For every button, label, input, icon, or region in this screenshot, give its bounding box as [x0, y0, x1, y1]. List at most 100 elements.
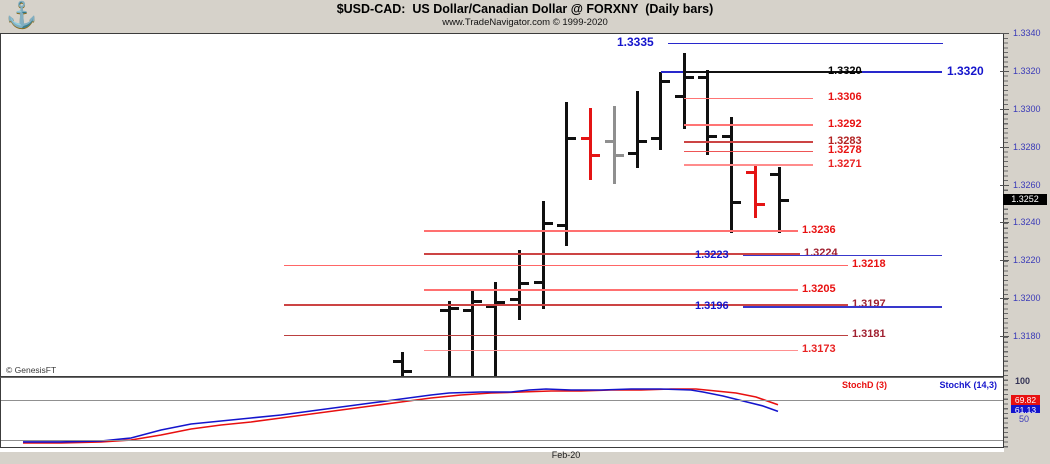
close-tick [496, 301, 505, 305]
price-level-label: 1.3236 [802, 223, 836, 236]
chart-header: ⚓ $USD-CAD: US Dollar/Canadian Dollar @ … [0, 0, 1050, 33]
x-axis-month-label: Feb-20 [551, 450, 581, 460]
axis-price-label: 1.3260 [1013, 179, 1041, 190]
copyright-label: © GenesisFT [6, 365, 57, 375]
open-tick [674, 94, 683, 98]
axis-major-tick [1000, 70, 1009, 72]
open-tick [485, 305, 494, 309]
price-bar [517, 249, 521, 320]
open-tick [697, 76, 706, 80]
price-bar [658, 71, 662, 150]
price-level-label: 1.3224 [804, 246, 838, 259]
open-tick [509, 297, 518, 301]
last-price-badge: 1.3252 [1003, 193, 1047, 205]
price-level-label: 1.3320 [947, 63, 984, 78]
axis-major-tick [1000, 260, 1009, 262]
open-tick [604, 140, 613, 144]
price-level-line [668, 42, 943, 45]
price-bar [541, 200, 545, 309]
price-level-line [284, 304, 848, 306]
genesis-anchor-logo-icon: ⚓ [6, 1, 38, 29]
close-tick [473, 299, 482, 303]
price-level-line [683, 71, 862, 73]
open-tick [745, 170, 754, 174]
stochd-value-badge: 69.82 [1011, 395, 1040, 405]
price-bar [729, 117, 733, 233]
open-tick [721, 134, 730, 138]
axis-major-tick [1000, 298, 1009, 300]
axis-major-tick [1000, 146, 1009, 148]
stochastic-panel[interactable]: StochD (3) StochK (14,3) [0, 377, 1004, 448]
close-tick [450, 307, 459, 311]
price-level-label: 1.3335 [617, 35, 654, 50]
price-axis[interactable]: 1.3252 100 69.82 61.13 50 1.3340 1.3320 1.… [1000, 28, 1050, 448]
price-level-label: 1.3181 [852, 328, 886, 341]
close-tick [685, 76, 694, 80]
price-bar [400, 352, 404, 376]
axis-price-label: 1.3340 [1013, 28, 1041, 38]
axis-major-tick [1000, 222, 1009, 224]
stochk-value-badge: 61.13 [1011, 405, 1040, 413]
price-bar [564, 102, 568, 247]
open-tick [439, 308, 448, 312]
price-level-line [424, 253, 800, 255]
price-level-line [284, 264, 848, 266]
axis-major-tick [1000, 108, 1009, 110]
close-tick [403, 369, 412, 373]
open-tick [627, 151, 636, 155]
price-level-line [684, 141, 813, 143]
axis-price-label: 1.3220 [1013, 255, 1041, 266]
price-level-line [684, 150, 813, 153]
stoch-gridline [1, 400, 1003, 402]
price-level-line [743, 306, 942, 308]
stochk-legend-label: StochK (14,3) [939, 380, 997, 390]
price-level-label: 1.3320 [828, 64, 862, 77]
close-tick [780, 199, 789, 203]
price-level-line [284, 334, 848, 336]
price-bar [635, 90, 639, 169]
price-level-label: 1.3283 [828, 134, 862, 147]
axis-major-tick [1000, 33, 1009, 34]
axis-price-label: 1.3180 [1013, 331, 1041, 341]
axis-major-tick [1000, 336, 1009, 337]
open-tick [533, 280, 542, 284]
close-tick [708, 134, 717, 138]
price-bar [493, 282, 497, 376]
close-tick [591, 153, 600, 157]
price-level-label: 1.3205 [802, 282, 836, 295]
close-tick [520, 282, 529, 286]
price-bar [447, 301, 451, 376]
axis-major-tick [1000, 184, 1009, 186]
price-level-label: 1.3292 [828, 117, 862, 130]
open-tick [556, 223, 565, 227]
price-level-label: 1.3278 [828, 144, 862, 157]
price-level-line [424, 349, 798, 352]
axis-minor-ticks [1004, 33, 1008, 448]
price-bar [777, 166, 781, 233]
axis-price-label: 1.3320 [1013, 65, 1041, 76]
price-level-label: 1.3196 [695, 299, 729, 312]
stochastic-curves [23, 388, 779, 444]
close-tick [756, 202, 765, 206]
stoch-axis-50-label: 50 [1019, 414, 1030, 424]
open-tick [462, 308, 471, 312]
close-tick [567, 136, 576, 140]
chart-title: $USD-CAD: US Dollar/Canadian Dollar @ FO… [336, 2, 714, 16]
price-level-label: 1.3223 [695, 248, 729, 261]
chart-subtitle: www.TradeNavigator.com © 1999-2020 [442, 17, 608, 28]
price-level-label: 1.3306 [828, 91, 862, 104]
price-panel[interactable]: © GenesisFT 1.3335 1.3320 1.3320 1.3306 1.32… [0, 33, 1004, 377]
stoch-gridline [1, 440, 1003, 442]
axis-price-label: 1.3240 [1013, 217, 1041, 228]
axis-price-label: 1.3300 [1013, 103, 1041, 114]
axis-price-label: 1.3200 [1013, 293, 1041, 304]
panel-bottom-strip [0, 448, 1004, 452]
price-bar [753, 164, 757, 218]
price-level-line [684, 164, 813, 166]
price-bar [470, 289, 474, 376]
stoch-axis-100-label: 100 [1015, 376, 1031, 386]
price-bar [705, 69, 709, 156]
price-level-label: 1.3173 [802, 343, 836, 356]
open-tick [650, 136, 659, 140]
close-tick [615, 153, 624, 157]
